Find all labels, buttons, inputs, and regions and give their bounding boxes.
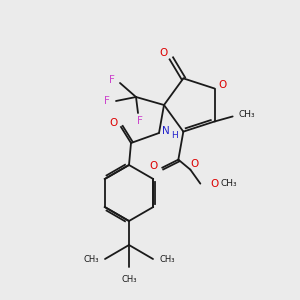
Text: F: F	[104, 96, 110, 106]
Text: CH₃: CH₃	[159, 254, 175, 263]
Text: O: O	[149, 160, 158, 171]
Text: O: O	[218, 80, 227, 89]
Text: CH₃: CH₃	[220, 179, 237, 188]
Text: F: F	[137, 116, 143, 126]
Text: N: N	[162, 126, 170, 136]
Text: O: O	[190, 159, 199, 169]
Text: CH₃: CH₃	[83, 254, 99, 263]
Text: O: O	[210, 178, 218, 189]
Text: CH₃: CH₃	[121, 274, 137, 284]
Text: H: H	[172, 131, 178, 140]
Text: F: F	[109, 75, 115, 85]
Text: O: O	[109, 118, 117, 128]
Text: CH₃: CH₃	[238, 110, 255, 119]
Text: O: O	[159, 48, 167, 59]
